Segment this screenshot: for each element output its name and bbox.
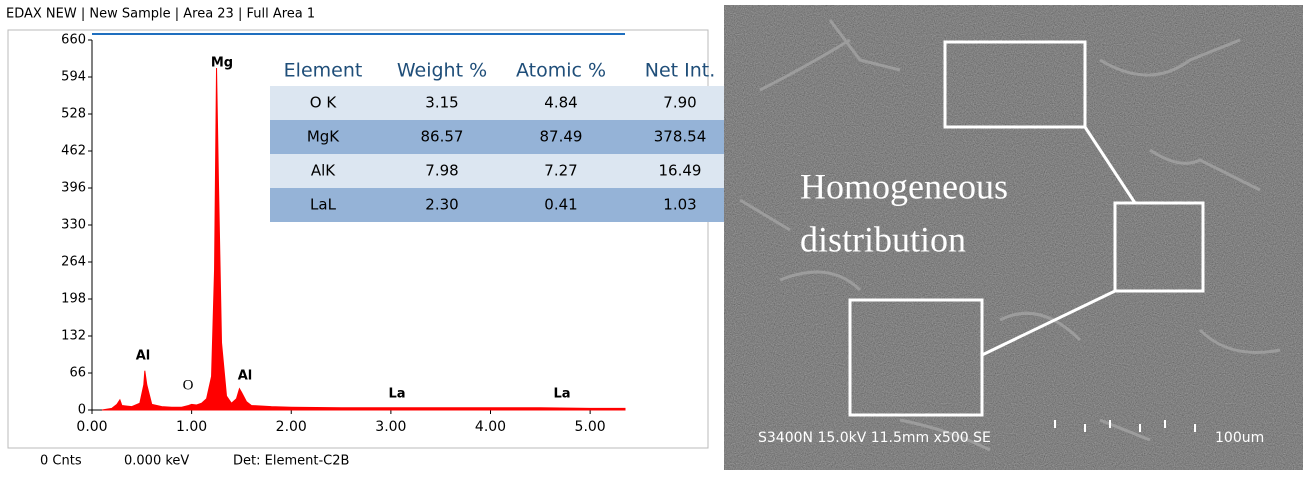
x-tick-label: 0.00 <box>76 419 107 435</box>
table-cell: 378.54 <box>654 128 707 146</box>
peak-label: La <box>388 387 405 402</box>
x-tick-label: 2.00 <box>276 419 307 435</box>
table-cell: 7.27 <box>544 162 577 180</box>
table-header: Net Int. <box>645 60 716 82</box>
table: Element Weight % Atomic % Net Int. O K 3.15 4.… <box>270 60 724 223</box>
x-tick-label: 4.00 <box>475 419 506 435</box>
peak-label: O <box>183 377 194 393</box>
table-header: Atomic % <box>516 60 606 82</box>
table-cell: 7.98 <box>425 162 458 180</box>
table-header: Weight % <box>397 60 487 82</box>
y-tick-label: 660 <box>61 33 86 48</box>
table-cell: 87.49 <box>540 128 583 146</box>
footer-detector: Det: Element-C2B <box>233 454 349 469</box>
y-tick-label: 396 <box>61 181 86 196</box>
caption-line: distribution <box>800 219 966 259</box>
y-tick-label: 264 <box>61 255 86 270</box>
table-cell: 7.90 <box>663 94 696 112</box>
y-tick-label: 66 <box>69 366 86 381</box>
y-tick-label: 594 <box>61 70 86 85</box>
table-cell: MgK <box>307 128 340 146</box>
sem-info: S3400N 15.0kV 11.5mm x500 SE <box>758 430 991 446</box>
table-cell: 16.49 <box>659 162 702 180</box>
y-tick-label: 198 <box>61 292 86 307</box>
window-title: EDAX NEW | New Sample | Area 23 | Full A… <box>6 7 315 22</box>
table-cell: 86.57 <box>421 128 464 146</box>
x-tick-label: 5.00 <box>575 419 606 435</box>
y-tick-label: 132 <box>61 329 86 344</box>
table-cell: 4.84 <box>544 94 577 112</box>
footer-counts: 0 Cnts <box>40 454 82 469</box>
y-tick-label: 330 <box>61 218 86 233</box>
peak-label: Al <box>136 349 151 364</box>
scale-label: 100um <box>1215 430 1264 446</box>
footer-energy: 0.000 keV <box>124 454 189 469</box>
table-cell: LaL <box>310 196 337 214</box>
table-cell: AlK <box>311 162 336 180</box>
peak-label: Al <box>238 369 253 384</box>
table-cell: 0.41 <box>544 196 577 214</box>
table-row <box>270 154 724 188</box>
table-row <box>270 188 724 222</box>
table-cell: 3.15 <box>425 94 458 112</box>
y-tick-label: 462 <box>61 144 86 159</box>
page: EDAX NEW | New Sample | Area 23 | Full A… <box>0 0 1303 473</box>
sem-image: Homogeneous distribution S3400N 15.0kV 1… <box>724 5 1303 470</box>
peak-label: Mg <box>211 56 233 71</box>
table-cell: 1.03 <box>663 196 696 214</box>
table-row <box>270 86 724 120</box>
figure: EDAX NEW | New Sample | Area 23 | Full A… <box>0 0 1303 473</box>
table-cell: O K <box>310 94 338 112</box>
table-header: Element <box>284 60 363 82</box>
caption-line: Homogeneous <box>800 166 1008 206</box>
x-tick-label: 1.00 <box>176 419 207 435</box>
table-cell: 2.30 <box>425 196 458 214</box>
y-tick-label: 528 <box>61 107 86 122</box>
y-tick-label: 0 <box>78 403 86 418</box>
peak-label: La <box>553 387 570 402</box>
x-tick-label: 3.00 <box>375 419 406 435</box>
